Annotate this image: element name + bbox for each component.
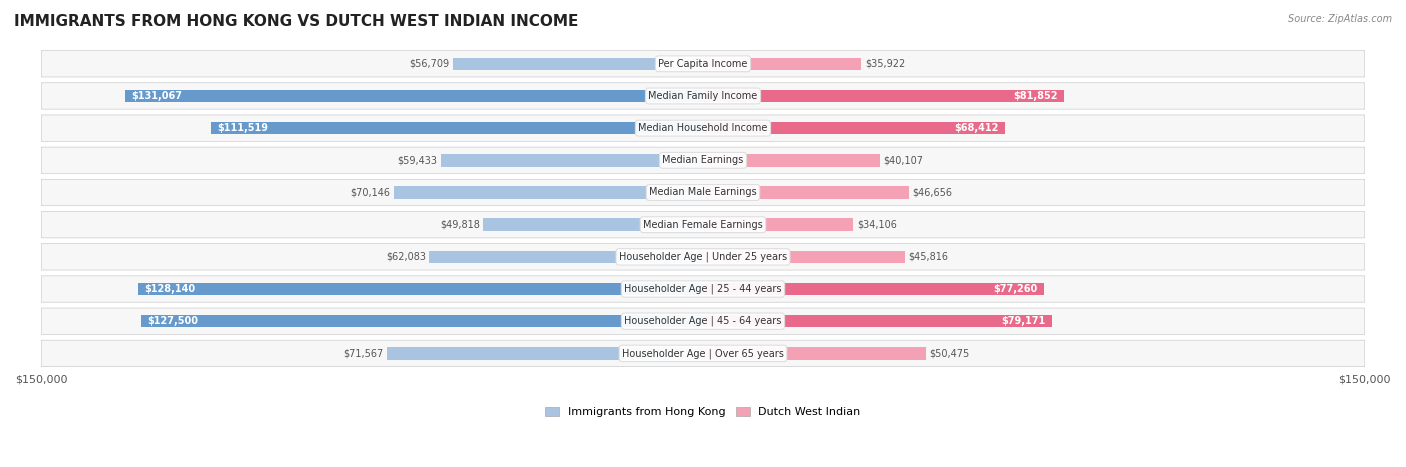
- Text: $56,709: $56,709: [409, 59, 450, 69]
- Text: $131,067: $131,067: [131, 91, 183, 101]
- Text: $68,412: $68,412: [953, 123, 998, 133]
- FancyBboxPatch shape: [41, 244, 1365, 270]
- Bar: [138, 283, 703, 295]
- Bar: [394, 186, 703, 198]
- Text: $34,106: $34,106: [856, 219, 897, 230]
- Bar: [484, 219, 703, 231]
- Text: Median Female Earnings: Median Female Earnings: [643, 219, 763, 230]
- FancyBboxPatch shape: [41, 308, 1365, 334]
- Bar: [441, 154, 703, 167]
- Text: $70,146: $70,146: [350, 187, 391, 198]
- FancyBboxPatch shape: [41, 179, 1365, 205]
- Text: $46,656: $46,656: [912, 187, 952, 198]
- Text: $77,260: $77,260: [993, 284, 1038, 294]
- Text: $40,107: $40,107: [883, 156, 924, 165]
- FancyBboxPatch shape: [41, 276, 1365, 302]
- Bar: [703, 315, 1052, 327]
- Text: $45,816: $45,816: [908, 252, 949, 262]
- Bar: [703, 186, 908, 198]
- Text: Householder Age | 45 - 64 years: Householder Age | 45 - 64 years: [624, 316, 782, 326]
- Text: Per Capita Income: Per Capita Income: [658, 59, 748, 69]
- Bar: [703, 90, 1064, 102]
- Bar: [703, 347, 925, 360]
- Bar: [453, 57, 703, 70]
- FancyBboxPatch shape: [41, 83, 1365, 109]
- Bar: [703, 154, 880, 167]
- Text: Householder Age | Over 65 years: Householder Age | Over 65 years: [621, 348, 785, 359]
- FancyBboxPatch shape: [41, 50, 1365, 77]
- Text: Median Household Income: Median Household Income: [638, 123, 768, 133]
- Text: Median Male Earnings: Median Male Earnings: [650, 187, 756, 198]
- Bar: [387, 347, 703, 360]
- FancyBboxPatch shape: [41, 212, 1365, 238]
- FancyBboxPatch shape: [41, 115, 1365, 142]
- Text: $111,519: $111,519: [218, 123, 269, 133]
- Text: Householder Age | Under 25 years: Householder Age | Under 25 years: [619, 252, 787, 262]
- Text: $128,140: $128,140: [145, 284, 195, 294]
- Text: Source: ZipAtlas.com: Source: ZipAtlas.com: [1288, 14, 1392, 24]
- Text: $62,083: $62,083: [385, 252, 426, 262]
- FancyBboxPatch shape: [41, 340, 1365, 367]
- Bar: [703, 122, 1005, 134]
- Bar: [141, 315, 703, 327]
- Text: $127,500: $127,500: [148, 316, 198, 326]
- Text: $59,433: $59,433: [398, 156, 437, 165]
- Text: IMMIGRANTS FROM HONG KONG VS DUTCH WEST INDIAN INCOME: IMMIGRANTS FROM HONG KONG VS DUTCH WEST …: [14, 14, 578, 29]
- Bar: [703, 57, 862, 70]
- Bar: [703, 251, 905, 263]
- Bar: [703, 283, 1043, 295]
- Text: Median Earnings: Median Earnings: [662, 156, 744, 165]
- Bar: [125, 90, 703, 102]
- Bar: [703, 219, 853, 231]
- Text: Median Family Income: Median Family Income: [648, 91, 758, 101]
- FancyBboxPatch shape: [41, 147, 1365, 174]
- Text: $79,171: $79,171: [1001, 316, 1046, 326]
- Bar: [429, 251, 703, 263]
- Text: $71,567: $71,567: [343, 348, 384, 358]
- Text: $81,852: $81,852: [1012, 91, 1057, 101]
- Legend: Immigrants from Hong Kong, Dutch West Indian: Immigrants from Hong Kong, Dutch West In…: [541, 403, 865, 422]
- Bar: [211, 122, 703, 134]
- Text: $50,475: $50,475: [929, 348, 969, 358]
- Text: $35,922: $35,922: [865, 59, 905, 69]
- Text: Householder Age | 25 - 44 years: Householder Age | 25 - 44 years: [624, 284, 782, 294]
- Text: $49,818: $49,818: [440, 219, 479, 230]
